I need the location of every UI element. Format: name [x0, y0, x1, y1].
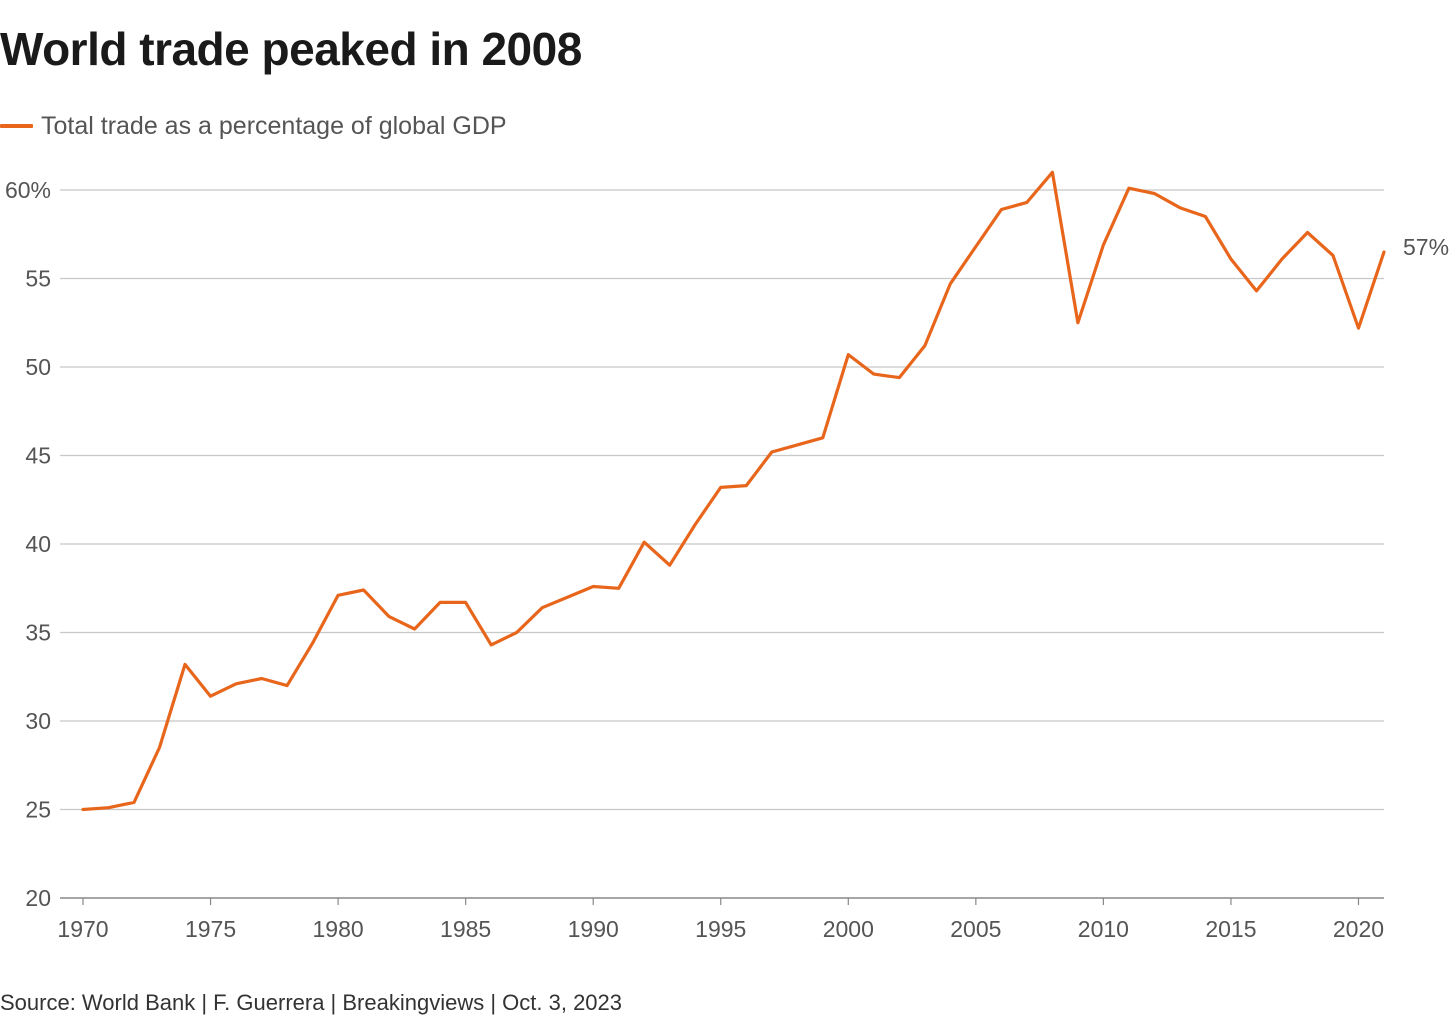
x-tick-label: 2010: [1078, 916, 1129, 942]
y-tick-label: 20: [25, 885, 51, 911]
y-tick-label: 25: [25, 797, 51, 823]
y-tick-label: 35: [25, 620, 51, 646]
y-axis-ticks: 60% 55 50 45 40 35 30 25 20: [5, 177, 51, 911]
x-axis-ticks: 1970 1975 1980 1985 1990 1995 2000 2005 2010 2015…: [57, 898, 1384, 942]
grid-lines: [60, 189, 1384, 899]
x-tick-label: 1990: [568, 916, 619, 942]
x-tick-label: 1980: [313, 916, 364, 942]
y-tick-label: 50: [25, 354, 51, 380]
x-tick-label: 2000: [823, 916, 874, 942]
y-tick-label: 30: [25, 708, 51, 734]
y-tick-label: 45: [25, 443, 51, 469]
y-tick-label: 60%: [5, 177, 51, 203]
x-tick-label: 1985: [440, 916, 491, 942]
legend: Total trade as a percentage of global GD…: [0, 108, 507, 144]
y-tick-label: 40: [25, 531, 51, 557]
source-note: Source: World Bank | F. Guerrera | Break…: [0, 990, 623, 1015]
legend-label: Total trade as a percentage of global GD…: [41, 111, 507, 140]
x-tick-label: 2020: [1333, 916, 1384, 942]
legend-swatch: [0, 124, 33, 128]
series-layer: 57%: [81, 170, 1449, 812]
x-tick-label: 2005: [950, 916, 1001, 942]
y-tick-label: 55: [25, 266, 51, 292]
x-tick-label: 1975: [185, 916, 236, 942]
series-line: [81, 170, 1386, 812]
x-tick-label: 2015: [1205, 916, 1256, 942]
x-tick-label: 1970: [57, 916, 108, 942]
chart-title: World trade peaked in 2008: [0, 23, 582, 75]
end-value-label: 57%: [1403, 234, 1449, 260]
x-tick-label: 1995: [695, 916, 746, 942]
